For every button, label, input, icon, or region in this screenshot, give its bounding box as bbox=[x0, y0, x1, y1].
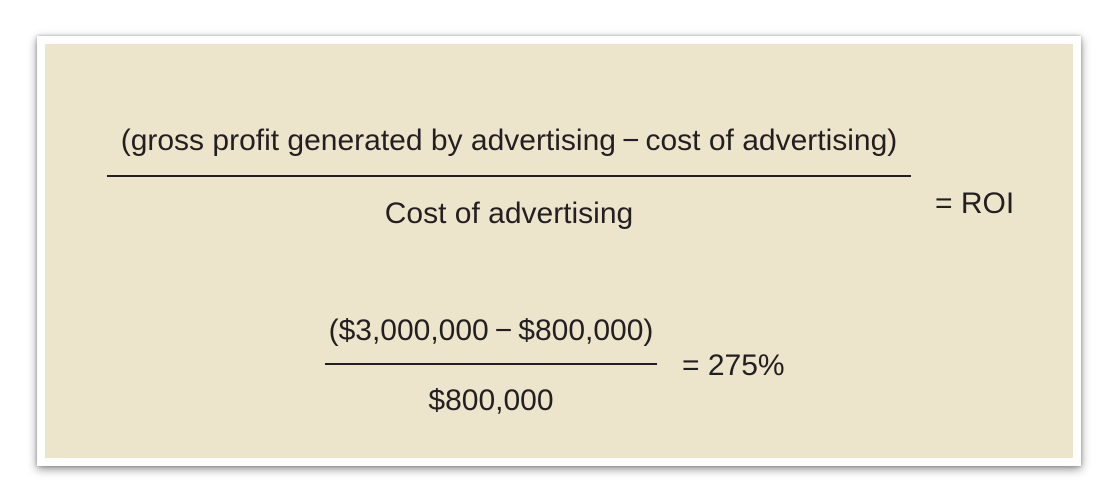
roi-formula-numerator: (gross profit generated by advertising −… bbox=[120, 124, 898, 157]
roi-example-numerator: ($3,000,000 − $800,000) bbox=[328, 314, 654, 347]
figure-frame: (gross profit generated by advertising −… bbox=[37, 36, 1081, 466]
roi-example-denominator: $800,000 bbox=[428, 384, 554, 417]
roi-formula-fraction-bar bbox=[107, 175, 911, 177]
roi-formula-fraction: (gross profit generated by advertising −… bbox=[107, 116, 911, 236]
roi-example-result: = 275% bbox=[682, 349, 785, 382]
roi-example-fraction: ($3,000,000 − $800,000) $800,000 bbox=[325, 306, 657, 426]
roi-example-fraction-bar bbox=[325, 363, 657, 365]
roi-formula-result: = ROI bbox=[935, 187, 1015, 220]
roi-formula-denominator: Cost of advertising bbox=[384, 197, 634, 230]
formula-panel: (gross profit generated by advertising −… bbox=[45, 44, 1073, 458]
